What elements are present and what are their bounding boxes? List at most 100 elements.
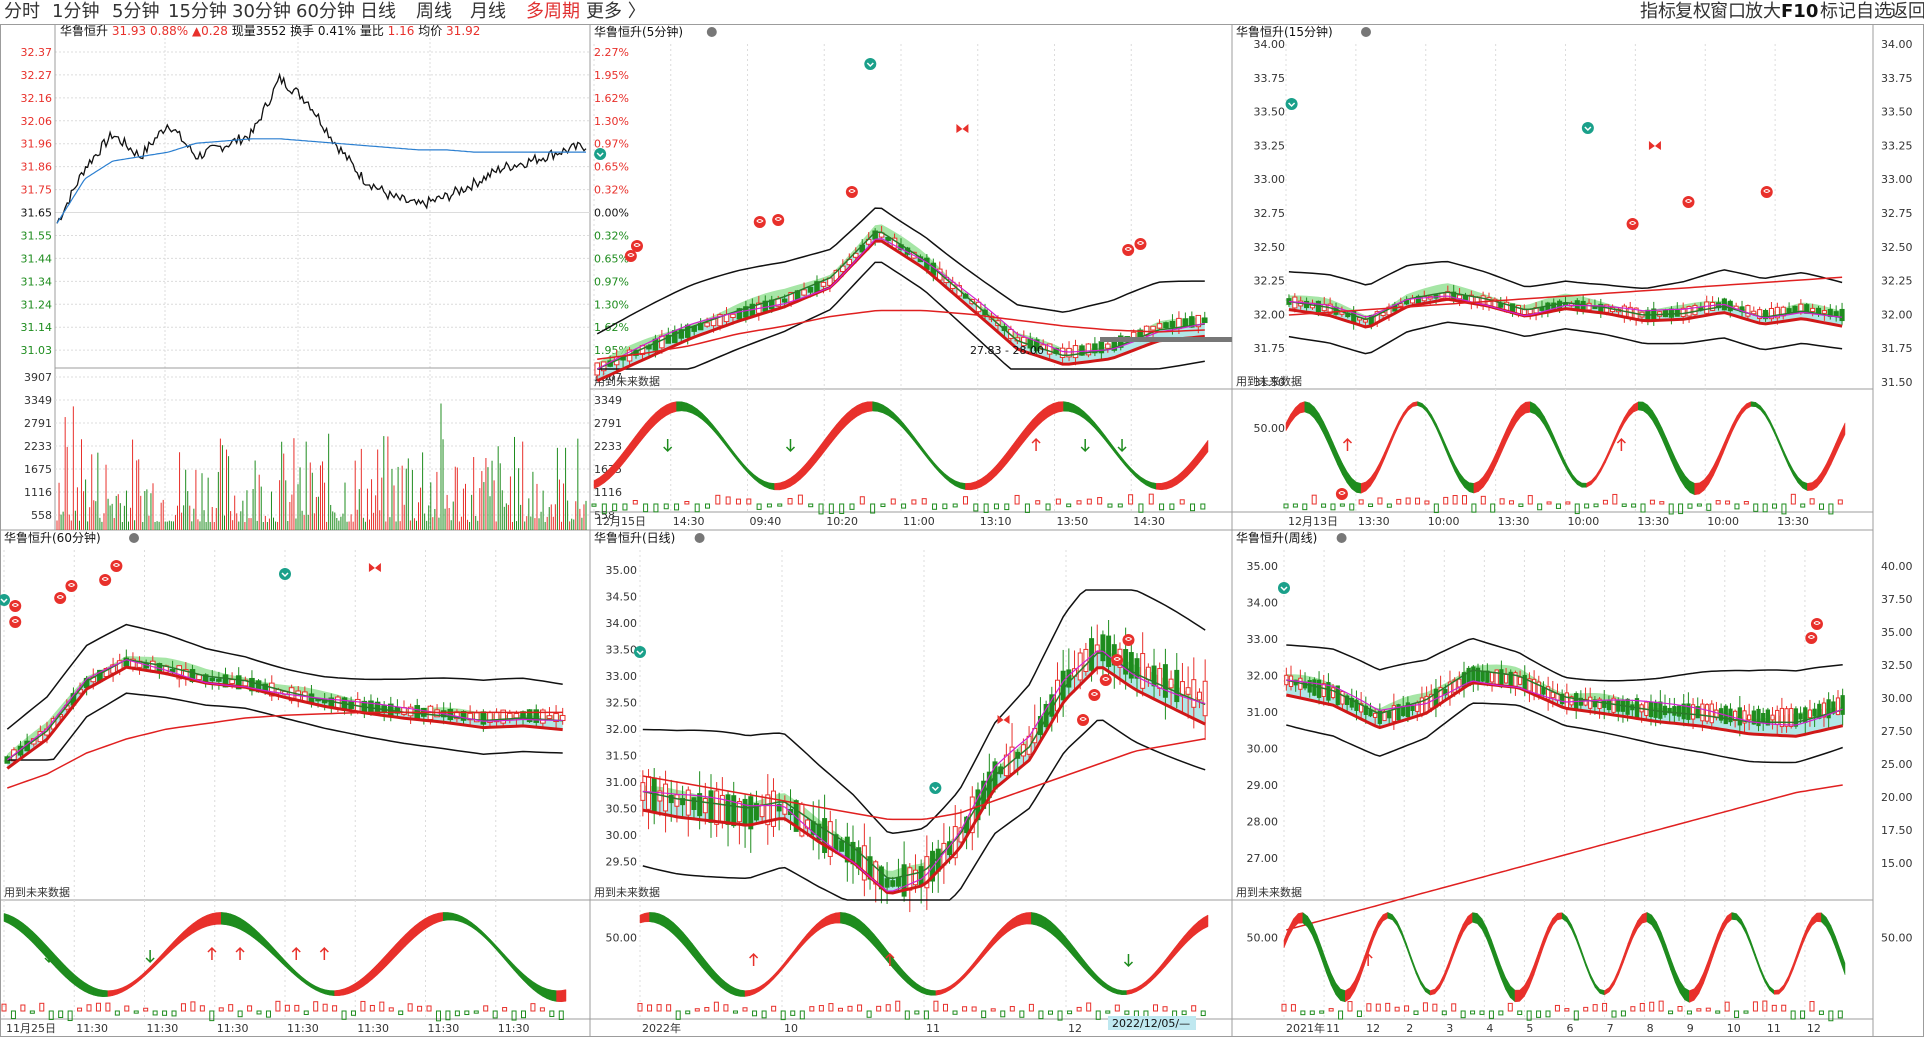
indicator-bar: [1790, 493, 1796, 505]
indicator-ribbon: [908, 428, 915, 442]
indicator-ribbon: [1444, 961, 1450, 980]
indicator-ribbon: [1680, 467, 1686, 489]
teal-signal-glyph: [1280, 586, 1288, 592]
indicator-ribbon: [846, 408, 853, 426]
indicator-bar: [1117, 503, 1123, 508]
x-tick: 13:10: [980, 515, 1012, 528]
period-tab-1[interactable]: 1分钟: [52, 1, 100, 22]
indicator-ribbon: [944, 473, 951, 483]
candle-body: [1757, 309, 1763, 320]
period-tab-0[interactable]: 分时: [4, 1, 40, 22]
period-tab-6[interactable]: 日线: [360, 1, 396, 22]
indicator-bar: [1281, 1003, 1287, 1012]
ma-fast-line: [6, 659, 563, 761]
indicator-ribbon: [1083, 410, 1090, 424]
indicator-bar: [857, 1004, 863, 1012]
period-tab-2[interactable]: 5分钟: [112, 1, 160, 22]
indicator-bar: [1424, 500, 1430, 505]
toolbar-action-5[interactable]: 标记: [1820, 1, 1856, 22]
candle-body: [685, 789, 691, 816]
period-tab-4[interactable]: 30分钟: [232, 1, 291, 22]
candle-body: [1105, 343, 1111, 349]
indicator-bar: [911, 499, 917, 505]
candle-body: [844, 836, 850, 863]
indicator-bar: [58, 1010, 64, 1018]
toolbar-action-6[interactable]: 自选: [1856, 1, 1892, 22]
settings-icon[interactable]: [1336, 533, 1347, 543]
indicator-ribbon: [1161, 481, 1167, 491]
indicator-ribbon: [1429, 988, 1436, 996]
teal-signal-glyph: [1288, 102, 1296, 108]
candle-body: [884, 878, 890, 888]
indicator-ribbon: [395, 938, 401, 957]
indicator-bar: [124, 1005, 130, 1012]
indicator-ribbon: [1040, 914, 1046, 931]
indicator-ribbon: [112, 989, 118, 997]
indicator-ribbon: [1530, 401, 1536, 415]
candle-body: [1756, 708, 1761, 727]
indicator-ribbon: [1396, 921, 1403, 936]
indicator-ribbon: [527, 977, 534, 991]
indicator-ribbon: [1543, 927, 1549, 948]
indicator-bar: [1000, 1010, 1006, 1018]
y-tick: 29.50: [606, 856, 638, 869]
boll-upper-line: [642, 589, 1206, 834]
period-tab-9[interactable]: 多周期: [526, 1, 580, 22]
toolbar-action-2[interactable]: 窗口: [1710, 1, 1746, 22]
candle-body: [1174, 669, 1180, 703]
indicator-bar: [1128, 494, 1134, 505]
period-tab-3[interactable]: 15分钟: [168, 1, 227, 22]
indicator-ribbon: [1561, 912, 1568, 923]
settings-icon[interactable]: [706, 27, 717, 37]
indicator-ribbon: [1012, 915, 1018, 930]
indicator-ribbon: [1042, 405, 1049, 422]
indicator-ribbon: [836, 417, 842, 438]
indicator-ribbon: [673, 921, 679, 940]
y-tick-right: 25.00: [1881, 758, 1913, 771]
x-tick: 4: [1486, 1022, 1493, 1035]
indicator-ribbon: [1283, 927, 1289, 949]
toolbar-action-1[interactable]: 复权: [1675, 1, 1711, 22]
y-tick: 32.00: [1254, 308, 1286, 321]
pday-panel: 华鲁恒升(日线) 35.00 34.50 34.00 33.50 33.00 32.50 32…: [590, 337, 1232, 1035]
period-tab-10[interactable]: 更多 〉: [586, 1, 646, 22]
indicator-bar: [983, 503, 989, 513]
indicator-ribbon: [1412, 401, 1418, 407]
toolbar-action-4[interactable]: F10: [1781, 1, 1819, 22]
settings-icon[interactable]: [1361, 27, 1371, 37]
toolbar-action-0[interactable]: 指标: [1640, 1, 1676, 22]
indicator-ribbon: [1032, 413, 1038, 433]
toolbar-action-7[interactable]: 返回: [1890, 1, 1924, 22]
x-tick: 13:30: [1637, 515, 1669, 528]
volume-tick: 1116: [594, 486, 622, 499]
indicator-ribbon: [424, 915, 430, 931]
boll-upper-line: [6, 623, 563, 730]
toolbar-action-3[interactable]: 放大: [1745, 1, 1781, 22]
y-tick-right: 32.50: [1881, 659, 1913, 672]
indicator-ribbon: [523, 973, 529, 986]
intraday-pct-tick: 1.95%: [594, 69, 629, 82]
period-tab-8[interactable]: 月线: [470, 1, 506, 22]
indicator-bar: [1734, 1010, 1740, 1018]
indicator-ribbon: [1632, 920, 1638, 939]
settings-icon[interactable]: [694, 533, 705, 543]
indicator-ribbon: [1045, 917, 1051, 934]
indicator-ribbon: [457, 914, 463, 923]
indicator-ribbon: [357, 977, 364, 990]
y-tick-right: 34.00: [1881, 38, 1913, 51]
indicator-ribbon: [1370, 470, 1376, 487]
indicator-ribbon: [759, 983, 765, 992]
period-tab-7[interactable]: 周线: [416, 1, 452, 22]
candle-body: [1185, 687, 1191, 695]
candle-body: [1821, 310, 1827, 314]
x-tick: 14:30: [1133, 515, 1165, 528]
candle-body: [1560, 693, 1565, 705]
intraday-price-tick: 31.96: [21, 138, 53, 151]
indicator-bar: [1009, 1006, 1015, 1012]
indicator-bar: [1800, 1010, 1806, 1019]
settings-icon[interactable]: [129, 533, 139, 543]
period-tab-5[interactable]: 60分钟: [296, 1, 355, 22]
indicator-ribbon: [1605, 447, 1611, 463]
x-tick: 11: [1326, 1022, 1340, 1035]
indicator-ribbon: [386, 948, 392, 967]
